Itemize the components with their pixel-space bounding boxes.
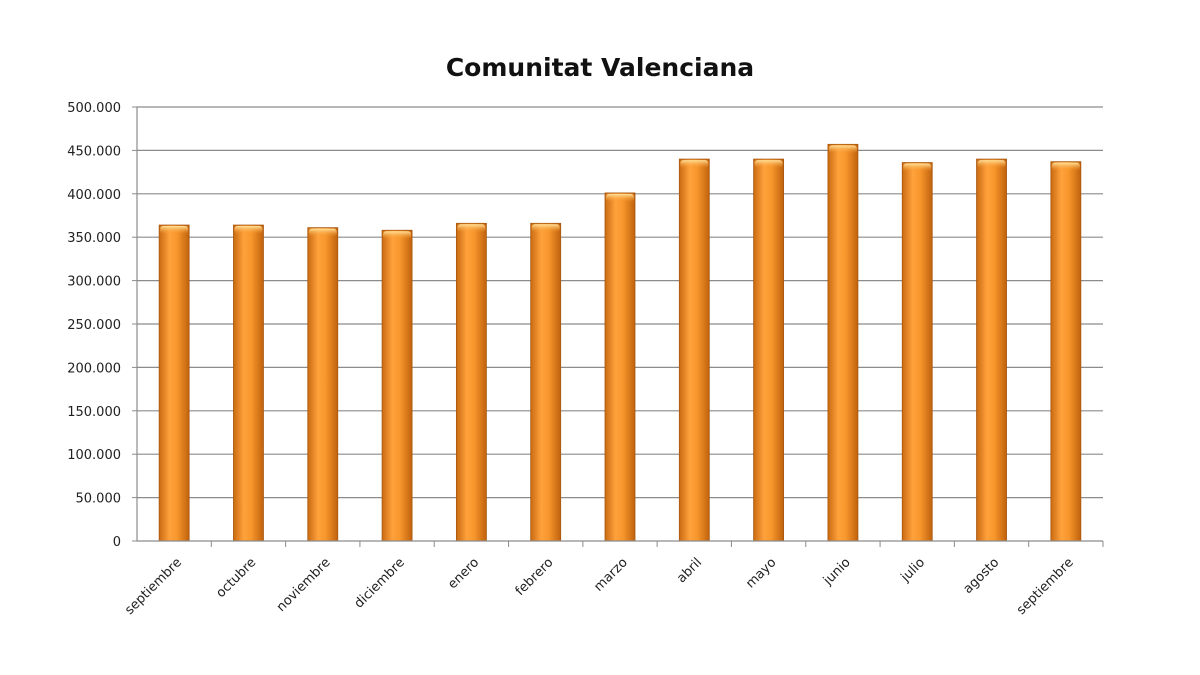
y-tick-label: 400.000: [67, 188, 121, 203]
bar: [455, 222, 487, 542]
bar: [901, 162, 933, 542]
y-tick-label: 150.000: [67, 405, 121, 420]
x-tick-label: mayo: [743, 555, 779, 591]
x-tick-label: julio: [898, 555, 928, 585]
bar: [158, 224, 190, 542]
bar-highlight: [606, 193, 634, 202]
y-tick-label: 300.000: [67, 275, 121, 290]
bar: [1050, 161, 1082, 542]
bar: [307, 227, 339, 542]
x-tick-label: agosto: [961, 555, 1003, 597]
x-tick-label: enero: [445, 555, 482, 592]
y-tick-label: 200.000: [67, 361, 121, 376]
bar-highlight: [903, 163, 932, 172]
y-tick-label: 0: [113, 535, 121, 550]
y-tick-label: 250.000: [67, 318, 121, 333]
bar: [604, 192, 636, 542]
x-tick-label: marzo: [591, 555, 630, 594]
bar: [233, 224, 264, 542]
bar-highlight: [160, 226, 189, 235]
bar-highlight: [531, 224, 560, 233]
bar-highlight: [828, 145, 857, 154]
x-tick-label: febrero: [513, 555, 557, 599]
y-tick-label: 450.000: [67, 144, 121, 159]
y-tick-label: 50.000: [76, 492, 122, 507]
chart-title: Comunitat Valenciana: [446, 53, 754, 82]
bar: [976, 158, 1007, 542]
bar-highlight: [234, 226, 263, 235]
x-tick-label: noviembre: [274, 555, 334, 615]
bar-highlight: [308, 228, 337, 237]
y-tick-label: 350.000: [67, 231, 121, 246]
bar-highlight: [1051, 162, 1080, 171]
x-tick-label: octubre: [214, 555, 260, 601]
y-tick-label: 500.000: [67, 101, 121, 116]
bar: [827, 143, 859, 542]
y-tick-label: 100.000: [67, 448, 121, 463]
x-tick-label: diciembre: [352, 555, 408, 611]
bar-highlight: [680, 160, 709, 169]
x-tick-label: abril: [674, 555, 705, 586]
bar-highlight: [383, 231, 412, 240]
x-tick-label: septiembre: [1014, 555, 1077, 618]
x-tick-label: septiembre: [122, 555, 185, 618]
bar: [530, 222, 562, 542]
bar-highlight: [754, 160, 783, 169]
bar: [753, 158, 785, 542]
bar-highlight: [977, 160, 1006, 169]
bar: [381, 229, 413, 542]
bar: [678, 158, 710, 542]
bar-highlight: [457, 224, 486, 233]
x-tick-label: junio: [820, 555, 854, 589]
